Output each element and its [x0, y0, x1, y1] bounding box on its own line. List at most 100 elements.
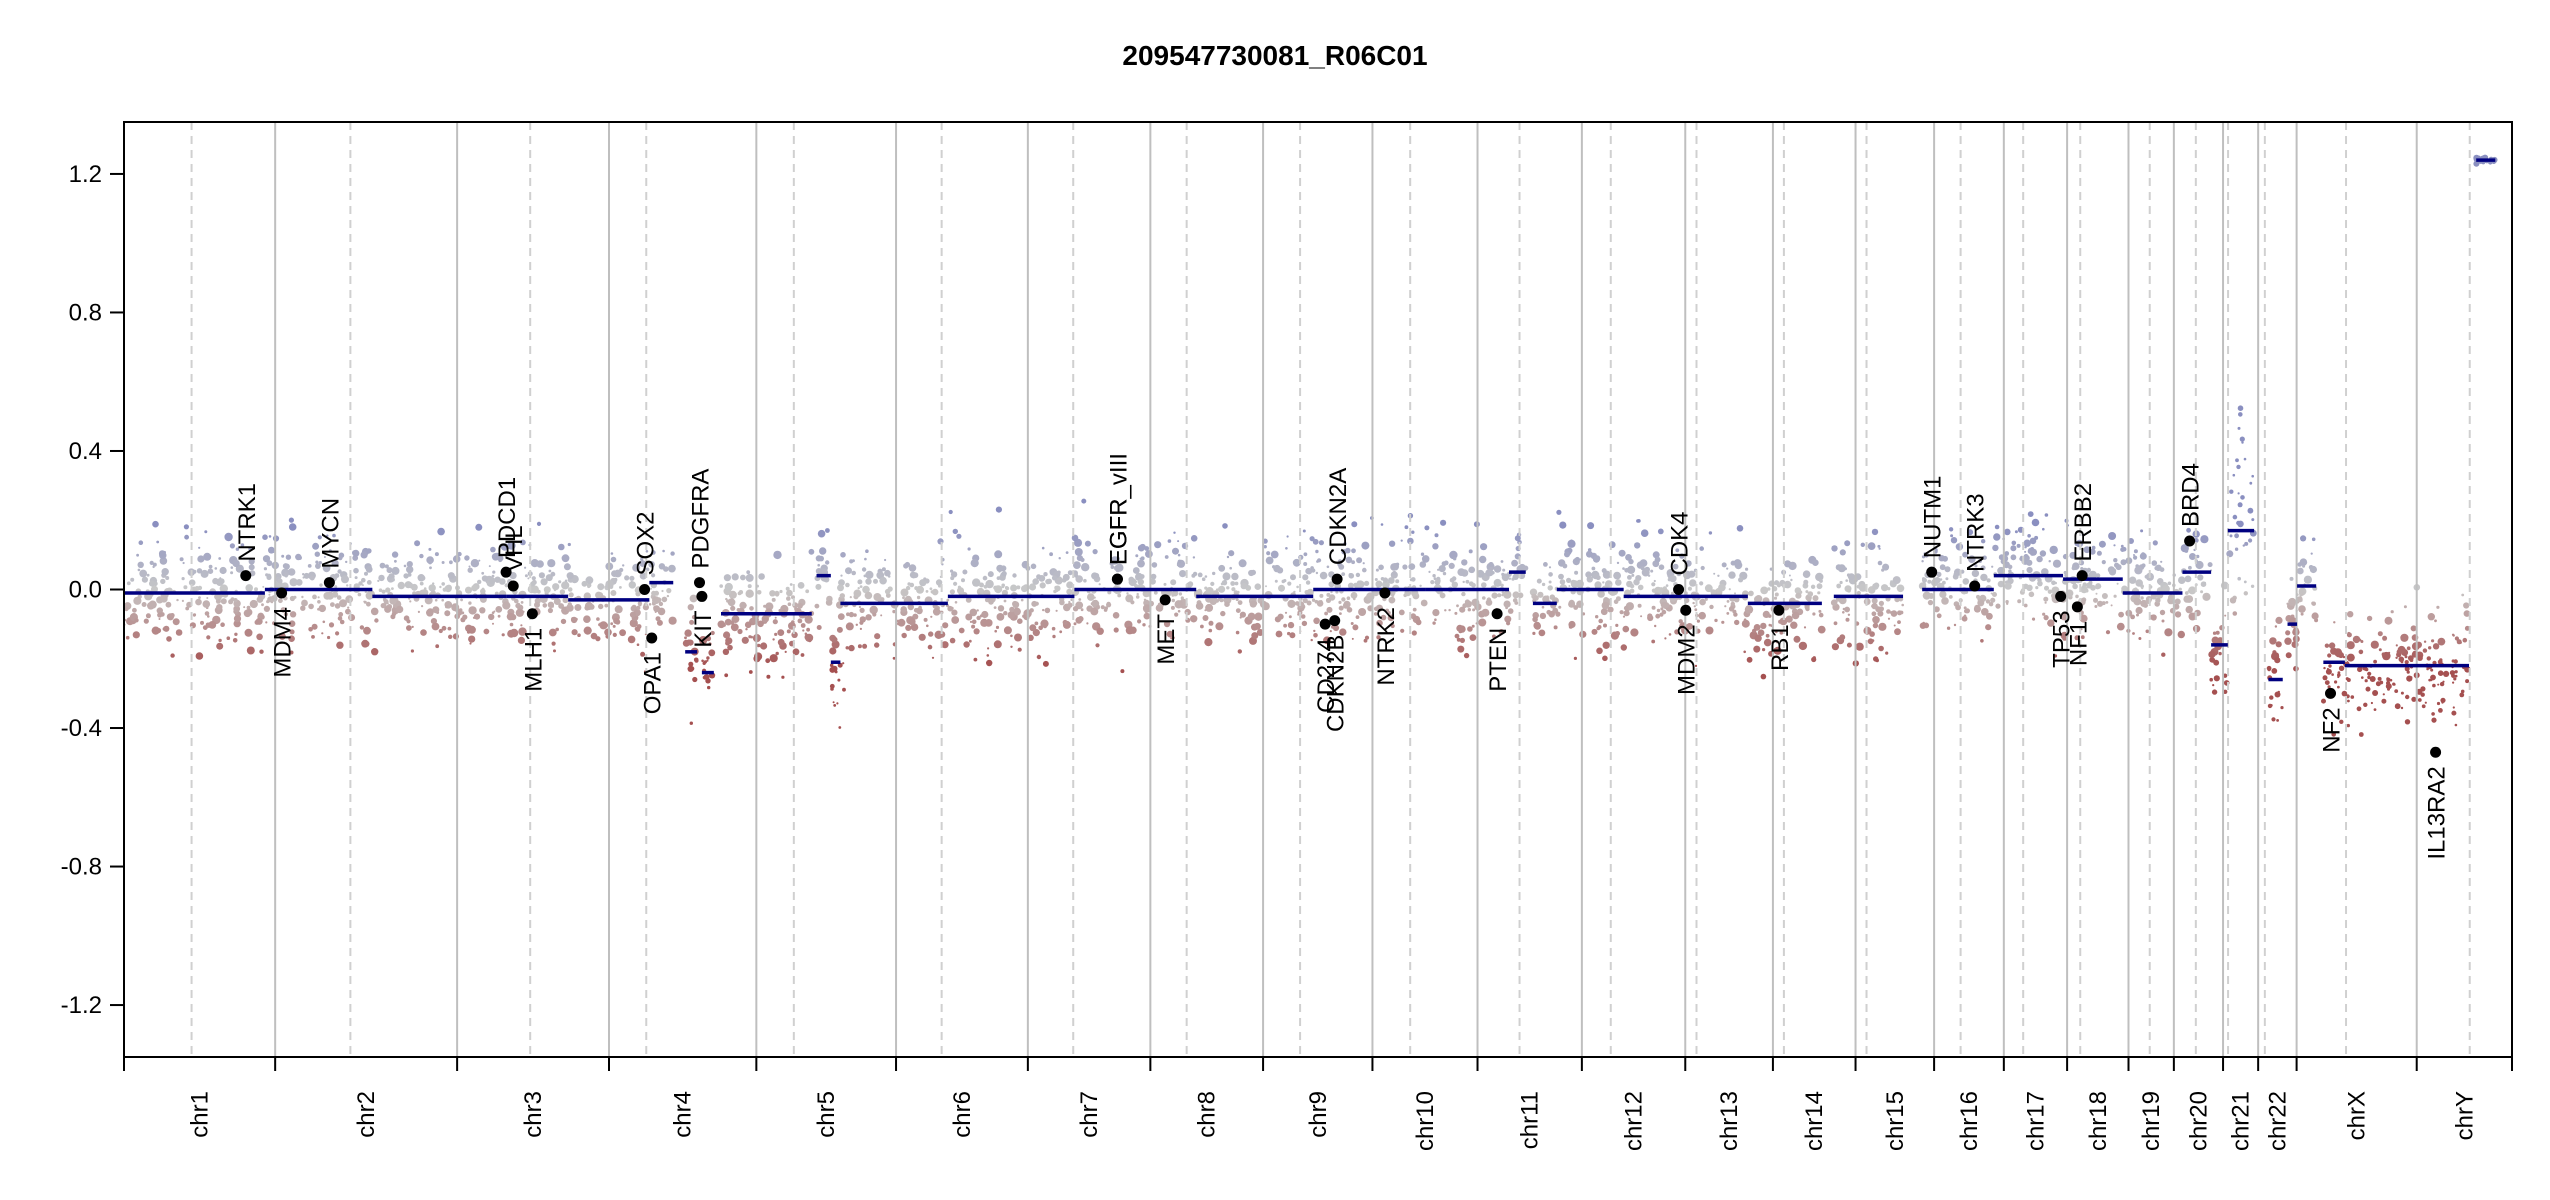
probe-point — [1726, 567, 1729, 570]
probe-point — [1096, 627, 1104, 635]
probe-point — [2152, 540, 2158, 546]
probe-point — [1971, 569, 1980, 578]
probe-point — [2075, 594, 2079, 599]
probe-point — [1598, 618, 1603, 624]
probe-point — [172, 618, 180, 626]
probe-point — [1388, 540, 1396, 547]
probe-point — [1654, 556, 1661, 563]
probe-point — [1012, 601, 1020, 609]
probe-point — [1375, 568, 1379, 572]
probe-point — [1893, 624, 1896, 627]
probe-point — [1037, 630, 1040, 634]
probe-point — [2325, 668, 2332, 675]
gene-marker — [696, 590, 708, 602]
probe-point — [447, 626, 452, 631]
probe-point — [515, 608, 524, 617]
probe-point — [1936, 571, 1942, 578]
probe-point — [1655, 613, 1661, 619]
probe-point — [1627, 575, 1632, 580]
probe-point — [724, 673, 729, 678]
probe-point — [1660, 607, 1664, 611]
probe-point — [1380, 523, 1384, 526]
probe-point — [1692, 601, 1695, 605]
probe-point — [587, 585, 591, 589]
probe-point — [1587, 575, 1591, 580]
probe-point — [874, 642, 880, 648]
probe-point — [941, 641, 949, 649]
probe-point — [1180, 596, 1184, 600]
probe-point — [432, 582, 435, 585]
probe-point — [907, 603, 914, 611]
probe-point — [2331, 732, 2336, 737]
probe-point — [1746, 656, 1753, 663]
probe-point — [278, 632, 286, 640]
probe-point — [1790, 621, 1798, 629]
probe-point — [1197, 572, 1203, 578]
probe-point — [553, 598, 561, 605]
probe-point — [428, 560, 433, 565]
probe-point — [1200, 624, 1204, 629]
probe-point — [705, 678, 711, 684]
probe-point — [1480, 543, 1488, 551]
probe-point — [2069, 551, 2077, 559]
probe-point — [1994, 524, 2000, 530]
probe-point — [2328, 642, 2336, 649]
probe-point — [148, 600, 157, 609]
probe-point — [748, 635, 752, 639]
probe-point — [2462, 637, 2468, 643]
probe-point — [769, 590, 776, 597]
probe-point — [1323, 636, 1331, 645]
x-tick-label: chr16 — [1956, 1091, 1983, 1151]
probe-point — [449, 560, 453, 565]
probe-point — [577, 633, 581, 637]
probe-point — [1235, 598, 1239, 602]
probe-point — [2284, 637, 2292, 645]
probe-point — [1355, 572, 1361, 578]
probe-point — [1263, 545, 1267, 549]
probe-point — [391, 587, 394, 590]
probe-point — [1375, 604, 1383, 612]
probe-point — [1205, 603, 1214, 612]
probe-point — [527, 577, 530, 580]
probe-point — [784, 650, 787, 654]
probe-point — [534, 601, 540, 608]
probe-point — [1980, 565, 1986, 571]
probe-point — [288, 635, 295, 642]
probe-point — [2136, 613, 2139, 617]
probe-point — [727, 644, 733, 651]
probe-point — [1411, 577, 1416, 582]
probe-point — [1793, 635, 1801, 643]
probe-point — [1288, 615, 1292, 619]
probe-point — [1812, 656, 1816, 660]
probe-point — [561, 581, 570, 590]
probe-point — [1112, 612, 1120, 619]
probe-point — [1694, 664, 1698, 668]
probe-point — [1073, 561, 1081, 569]
probe-point — [1548, 572, 1553, 577]
probe-point — [130, 577, 135, 582]
probe-point — [1256, 629, 1264, 636]
probe-point — [1502, 568, 1506, 572]
probe-point — [1462, 580, 1465, 584]
probe-point — [610, 622, 614, 626]
probe-point — [1773, 596, 1778, 600]
probe-point — [781, 675, 785, 679]
probe-point — [206, 635, 211, 640]
probe-point — [1043, 572, 1048, 577]
probe-point — [639, 572, 647, 580]
probe-point — [1938, 579, 1941, 582]
probe-point — [1615, 596, 1621, 602]
probe-point — [652, 596, 660, 605]
probe-point — [2381, 698, 2387, 704]
probe-point — [1620, 644, 1628, 651]
probe-point — [1012, 573, 1017, 578]
probe-point — [702, 661, 706, 665]
probe-point — [1921, 560, 1924, 563]
x-tick-label: chr21 — [2228, 1091, 2255, 1151]
probe-point — [1358, 608, 1367, 616]
gene-label: PDGFRA — [688, 469, 715, 569]
probe-point — [2174, 611, 2182, 618]
probe-point — [1705, 626, 1714, 635]
probe-point — [2345, 677, 2349, 681]
probe-point — [2346, 653, 2355, 662]
